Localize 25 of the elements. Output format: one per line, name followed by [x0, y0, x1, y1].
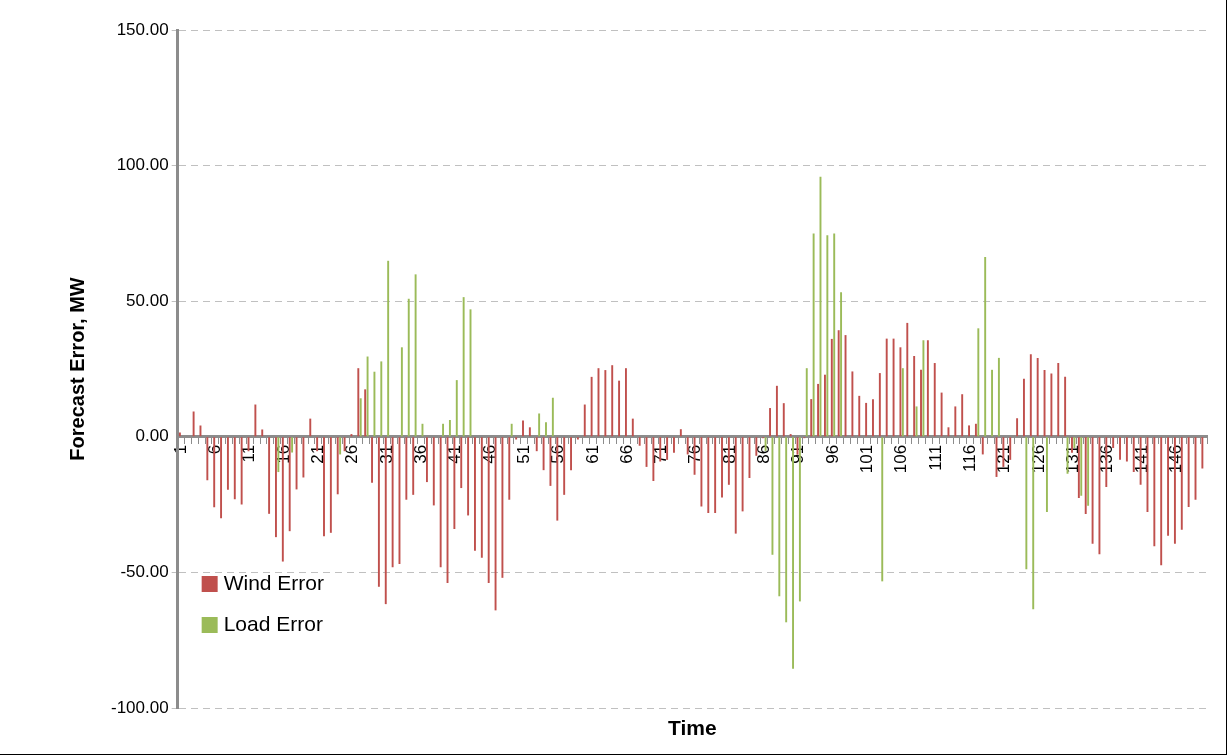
x-tick-label: 106	[891, 444, 911, 474]
x-tick-label: 86	[754, 444, 774, 464]
legend-label: Wind Error	[223, 570, 325, 594]
x-tick-label: 111	[925, 444, 945, 471]
x-tick-label: 26	[342, 444, 362, 464]
y-tick-label: 100.00	[116, 155, 169, 175]
y-axis-title: Forecast Error, MW	[65, 277, 88, 461]
y-tick-label: -50.00	[120, 562, 169, 582]
x-tick-label: 61	[582, 444, 602, 464]
y-tick-label: 150.00	[116, 19, 169, 39]
x-tick-label: 66	[616, 444, 636, 464]
legend-label: Load Error	[223, 611, 323, 635]
y-tick-label: 0.00	[135, 426, 169, 446]
x-tick-label: 116	[959, 444, 979, 472]
x-tick-label: 21	[308, 444, 328, 464]
x-tick-label: 101	[857, 444, 877, 474]
y-tick-label: -100.00	[110, 697, 169, 717]
x-tick-label: 36	[410, 444, 430, 464]
x-tick-label: 11	[239, 444, 259, 463]
y-tick-label: 50.00	[126, 290, 169, 310]
x-tick-label: 121	[994, 444, 1014, 474]
x-tick-label: 51	[513, 444, 533, 464]
x-tick-label: 96	[822, 444, 842, 464]
x-axis-title: Time	[668, 715, 717, 739]
x-tick-label: 71	[651, 444, 671, 464]
